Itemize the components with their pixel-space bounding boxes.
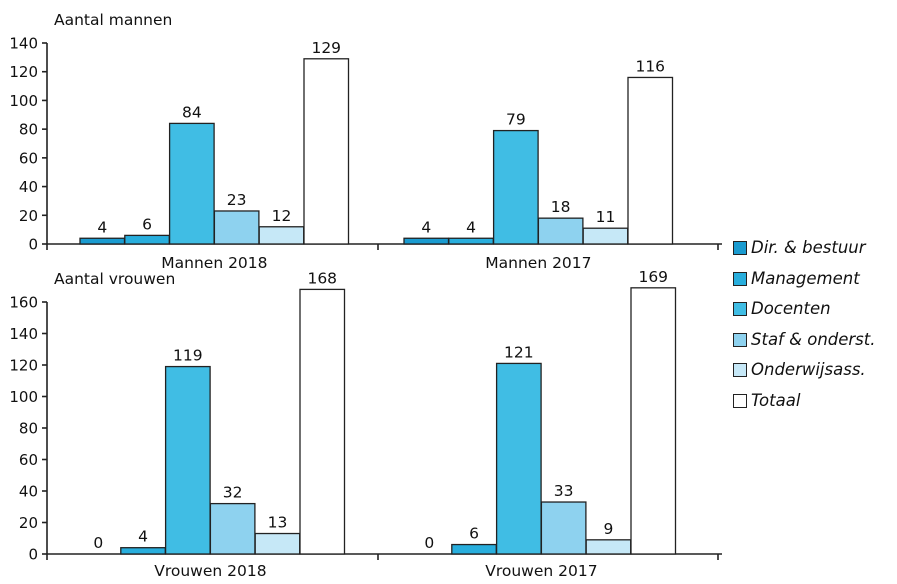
data-label-mannen-2018-totaal: 129 [311,39,341,57]
y-tick-label-mannen: 100 [9,92,38,110]
data-label-mannen-2017-management: 4 [466,218,476,236]
y-tick-label-vrouwen: 20 [19,514,38,532]
data-label-vrouwen-2017-staf-onderst: 33 [554,482,574,500]
bar-mannen-2018-totaal [303,58,350,245]
y-tick-label-vrouwen: 160 [9,294,38,312]
data-label-vrouwen-2018-onderwijsass: 13 [268,514,288,532]
legend-item-onderwijsass: Onderwijsass. [733,360,897,391]
bar-vrouwen-2017-management [451,543,497,555]
legend-swatch-dir-bestuur [733,241,747,255]
bar-mannen-2017-docenten [492,129,539,245]
legend-label-docenten: Docenten [751,299,831,318]
data-label-mannen-2018-dir-bestuur: 4 [97,218,107,236]
y-tick-label-vrouwen: 40 [19,483,38,501]
y-tick-label-mannen: 40 [19,178,38,196]
bar-vrouwen-2017-docenten [495,362,542,555]
y-tick-label-mannen: 80 [19,121,38,139]
data-label-vrouwen-2018-dir-bestuur: 0 [93,534,103,552]
legend-label-totaal: Totaal [751,390,801,410]
bar-mannen-2018-onderwijsass [258,226,305,245]
bar-vrouwen-2018-onderwijsass [254,532,301,555]
y-tick-label-mannen: 60 [19,149,38,167]
legend: Dir. & bestuur Management Docenten Staf … [733,238,897,421]
data-label-vrouwen-2017-docenten: 121 [504,343,534,361]
data-label-mannen-2017-docenten: 79 [506,111,526,129]
bar-vrouwen-2017-onderwijsass [585,539,632,555]
data-label-vrouwen-2018-docenten: 119 [173,347,203,365]
legend-item-management: Management [733,269,897,300]
data-label-mannen-2018-management: 6 [142,215,152,233]
y-tick-label-mannen: 20 [19,207,38,225]
bar-vrouwen-2018-management [120,547,166,555]
bar-mannen-2018-management [124,234,170,245]
x-group-label-mannen-2018: Mannen 2018 [161,254,267,272]
legend-label-dir-bestuur: Dir. & bestuur [751,238,866,257]
data-label-vrouwen-2017-dir-bestuur: 0 [424,534,434,552]
data-label-vrouwen-2018-totaal: 168 [307,269,337,287]
y-tick-label-mannen: 120 [9,63,38,81]
data-label-mannen-2018-staf-onderst: 23 [227,191,247,209]
data-label-vrouwen-2017-totaal: 169 [638,268,668,286]
bar-vrouwen-2018-staf-onderst [209,502,256,555]
data-label-mannen-2018-docenten: 84 [182,103,202,121]
legend-swatch-totaal [733,393,747,408]
y-axis-title-mannen: Aantal mannen [54,11,172,29]
y-tick-label-vrouwen: 120 [9,357,38,375]
legend-label-staf: Staf & onderst. [751,329,876,349]
legend-item-totaal: Totaal [733,391,897,422]
data-label-mannen-2017-dir-bestuur: 4 [421,218,431,236]
y-axis-title-vrouwen: Aantal vrouwen [54,270,175,288]
y-tick-label-vrouwen: 100 [9,388,38,406]
data-label-mannen-2017-staf-onderst: 18 [551,198,571,216]
bar-vrouwen-2018-docenten [164,365,211,555]
y-tick-label-mannen: 0 [28,236,38,254]
y-tick-label-vrouwen: 60 [19,451,38,469]
legend-item-docenten: Docenten [733,299,897,330]
bar-vrouwen-2018-totaal [299,288,346,555]
y-tick-label-vrouwen: 0 [28,546,38,564]
x-group-label-mannen-2017: Mannen 2017 [485,254,591,272]
data-label-mannen-2017-onderwijsass: 11 [596,208,616,226]
x-group-label-vrouwen-2017: Vrouwen 2017 [485,562,597,579]
data-label-mannen-2017-totaal: 116 [635,57,665,75]
bar-mannen-2017-dir-bestuur [403,237,450,245]
y-tick-label-mannen: 140 [9,35,38,53]
legend-item-staf: Staf & onderst. [733,330,897,361]
legend-item-dir-bestuur: Dir. & bestuur [733,238,897,269]
x-group-label-vrouwen-2018: Vrouwen 2018 [154,562,266,579]
bar-vrouwen-2017-totaal [630,287,677,555]
data-label-vrouwen-2017-onderwijsass: 9 [604,520,614,538]
legend-label-management: Management [751,268,860,288]
y-tick-label-vrouwen: 80 [19,420,38,438]
bar-mannen-2017-staf-onderst [537,217,584,245]
bar-mannen-2018-docenten [168,122,215,245]
bar-vrouwen-2017-staf-onderst [540,501,587,555]
bar-mannen-2018-staf-onderst [213,210,260,245]
bar-mannen-2017-management [448,237,494,245]
legend-swatch-management [733,271,747,286]
data-label-vrouwen-2018-management: 4 [138,528,148,546]
legend-swatch-docenten [733,302,747,316]
data-label-vrouwen-2018-staf-onderst: 32 [223,484,243,502]
bar-mannen-2017-onderwijsass [582,227,629,245]
bar-mannen-2018-dir-bestuur [79,237,126,245]
legend-label-onderwijsass: Onderwijsass. [751,360,866,379]
legend-swatch-staf [733,332,747,347]
y-tick-label-vrouwen: 140 [9,325,38,343]
data-label-mannen-2018-onderwijsass: 12 [272,207,292,225]
bar-mannen-2017-totaal [627,76,674,245]
data-label-vrouwen-2017-management: 6 [469,525,479,543]
legend-swatch-onderwijsass [733,363,747,377]
